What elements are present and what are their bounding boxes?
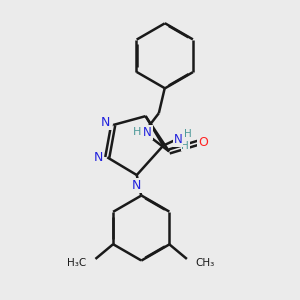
- Text: N: N: [132, 179, 141, 192]
- Text: N: N: [94, 151, 103, 164]
- Text: H: H: [133, 127, 141, 137]
- Text: H: H: [182, 141, 189, 151]
- Text: N: N: [143, 126, 152, 139]
- Text: H₃C: H₃C: [68, 258, 87, 268]
- Text: N: N: [174, 133, 182, 146]
- Text: CH₃: CH₃: [196, 258, 215, 268]
- Text: H: H: [184, 129, 192, 139]
- Text: O: O: [198, 136, 208, 149]
- Text: N: N: [101, 116, 110, 128]
